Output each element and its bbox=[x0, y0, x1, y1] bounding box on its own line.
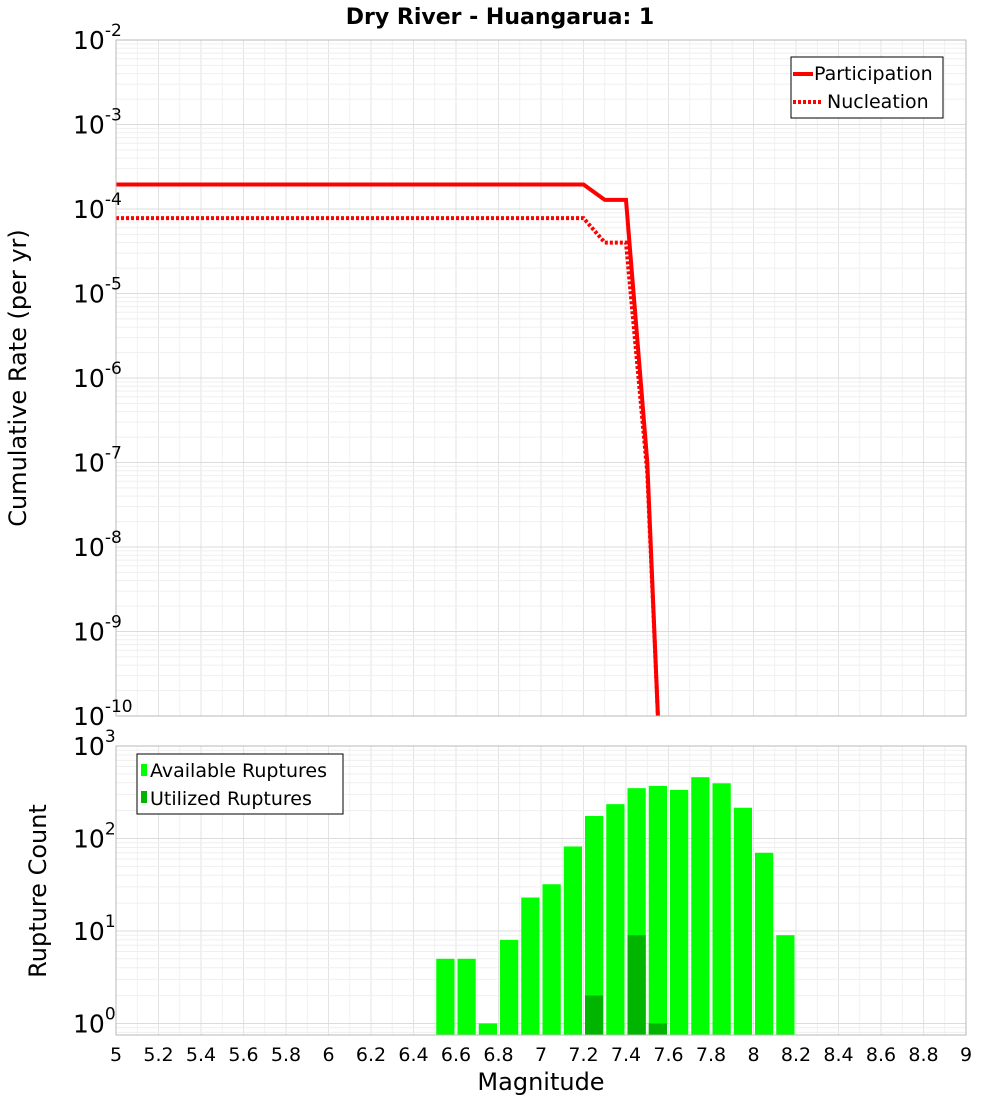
x-axis-title: Magnitude bbox=[477, 1068, 604, 1096]
y-tick-label: 10-4 bbox=[73, 190, 122, 224]
utilized-bar bbox=[627, 935, 646, 1035]
x-tick-label: 8.6 bbox=[866, 1044, 896, 1066]
x-tick-label: 9 bbox=[960, 1044, 972, 1066]
rate-panel-grid bbox=[115, 39, 967, 717]
y-tick-label: 10-2 bbox=[73, 21, 122, 55]
x-tick-label: 5.2 bbox=[143, 1044, 173, 1066]
rate-y-axis-title: Cumulative Rate (per yr) bbox=[4, 229, 32, 527]
count-panel-bars bbox=[436, 777, 795, 1035]
y-tick-label: 102 bbox=[73, 819, 116, 853]
chart-title: Dry River - Huangarua: 1 bbox=[346, 5, 654, 30]
y-tick-label: 100 bbox=[73, 1004, 116, 1038]
x-tick-label: 8.4 bbox=[823, 1044, 853, 1066]
x-tick-label: 6.6 bbox=[441, 1044, 471, 1066]
y-tick-label: 10-6 bbox=[73, 359, 122, 393]
legend-available-label: Available Ruptures bbox=[150, 760, 327, 782]
x-tick-label: 5.8 bbox=[271, 1044, 301, 1066]
legend-available-swatch bbox=[141, 764, 147, 776]
x-tick-label: 5.4 bbox=[186, 1044, 216, 1066]
available-bar bbox=[648, 785, 667, 1035]
available-bar bbox=[691, 777, 710, 1035]
x-tick-label: 8 bbox=[747, 1044, 759, 1066]
count-panel: 100 101 102 103 Rupture Count Available Rup… bbox=[24, 727, 967, 1038]
available-bar bbox=[500, 939, 519, 1035]
available-bar bbox=[606, 804, 625, 1035]
x-tick-label: 7.2 bbox=[568, 1044, 598, 1066]
rate-panel-series bbox=[116, 182, 660, 717]
utilized-bar bbox=[648, 1023, 667, 1035]
available-bar bbox=[457, 958, 476, 1035]
available-bar bbox=[542, 884, 561, 1035]
x-tick-label: 6.2 bbox=[356, 1044, 386, 1066]
legend-utilized-swatch bbox=[141, 791, 147, 803]
y-tick-label: 10-9 bbox=[73, 613, 122, 647]
available-bar bbox=[563, 846, 582, 1035]
available-bar bbox=[755, 852, 774, 1035]
series-line-participation bbox=[116, 182, 660, 717]
legend-nucleation-label: Nucleation bbox=[827, 91, 929, 113]
legend-utilized-label: Utilized Ruptures bbox=[150, 788, 312, 810]
x-axis-ticks: 5 5.2 5.4 5.6 5.8 6 6.2 6.4 6.6 6.8 7 7.2 7.4 7.6 7.8 8… bbox=[110, 1044, 972, 1066]
y-tick-label: 10-5 bbox=[73, 275, 122, 309]
utilized-bar bbox=[585, 995, 604, 1035]
available-bar bbox=[478, 1023, 497, 1035]
legend-participation-label: Participation bbox=[814, 63, 933, 85]
count-legend: Available Ruptures Utilized Ruptures bbox=[136, 753, 344, 815]
x-tick-label: 7.4 bbox=[611, 1044, 641, 1066]
x-tick-label: 7 bbox=[535, 1044, 547, 1066]
available-bar bbox=[670, 789, 689, 1035]
available-bar bbox=[436, 958, 455, 1035]
count-legend-box bbox=[136, 753, 344, 815]
x-tick-label: 5 bbox=[110, 1044, 122, 1066]
available-bar bbox=[776, 935, 795, 1035]
x-tick-label: 8.2 bbox=[781, 1044, 811, 1066]
y-tick-label: 103 bbox=[73, 727, 116, 761]
available-bar bbox=[712, 783, 731, 1035]
y-tick-label: 10-7 bbox=[73, 444, 122, 478]
x-tick-label: 7.6 bbox=[653, 1044, 683, 1066]
available-bar bbox=[733, 807, 752, 1035]
y-tick-label: 101 bbox=[73, 912, 116, 946]
series-line-nucleation bbox=[116, 216, 660, 717]
x-tick-label: 7.8 bbox=[696, 1044, 726, 1066]
x-tick-label: 6.8 bbox=[483, 1044, 513, 1066]
x-tick-label: 6.4 bbox=[398, 1044, 428, 1066]
y-tick-label: 10-10 bbox=[73, 697, 133, 731]
x-tick-label: 5.6 bbox=[228, 1044, 258, 1066]
count-y-axis-title: Rupture Count bbox=[24, 804, 52, 978]
available-bar bbox=[521, 897, 540, 1035]
x-tick-label: 6 bbox=[322, 1044, 334, 1066]
count-y-ticks: 100 101 102 103 bbox=[73, 727, 116, 1038]
rate-legend: Participation Nucleation bbox=[790, 56, 944, 119]
x-tick-label: 8.8 bbox=[908, 1044, 938, 1066]
rate-panel: 10-10 10-9 10-8 10-7 10-6 10-5 10-4 10-3 10-2 Cu… bbox=[4, 21, 967, 731]
rate-legend-box bbox=[790, 56, 944, 119]
rate-y-ticks: 10-10 10-9 10-8 10-7 10-6 10-5 10-4 10-3 10-2 bbox=[73, 21, 133, 731]
available-bar bbox=[585, 816, 604, 1035]
y-tick-label: 10-8 bbox=[73, 528, 122, 562]
y-tick-label: 10-3 bbox=[73, 106, 122, 140]
